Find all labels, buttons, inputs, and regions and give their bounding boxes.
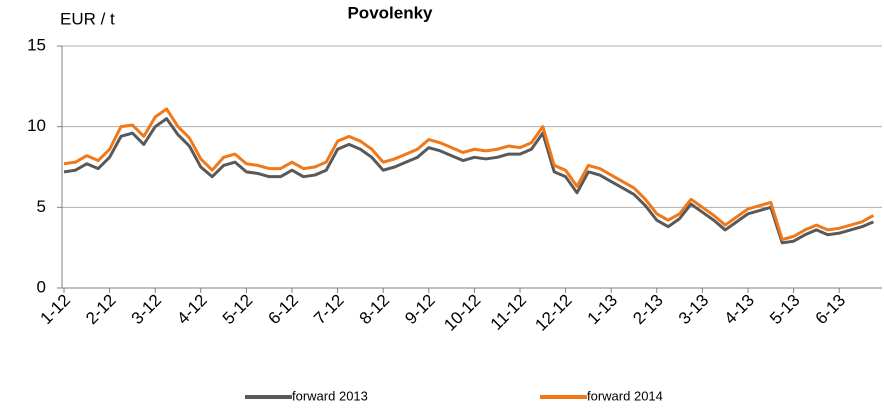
x-tick-label: 2-13 [629, 291, 666, 328]
x-tick-label: 2-12 [82, 291, 119, 328]
x-tick-label: 7-12 [310, 291, 347, 328]
legend-label: forward 2013 [292, 388, 368, 403]
y-axis-label: EUR / t [60, 9, 115, 28]
y-tick-label: 0 [37, 277, 46, 296]
x-tick-label: 11-12 [487, 291, 530, 334]
x-tick-label: 3-12 [128, 291, 165, 328]
y-tick-label: 5 [37, 197, 46, 216]
x-tick-label: 9-12 [401, 291, 438, 328]
y-tick-label: 10 [27, 116, 46, 135]
x-tick-label: 5-12 [219, 291, 256, 328]
x-tick-label: 3-13 [675, 291, 712, 328]
chart-title: Povolenky [347, 3, 433, 22]
x-tick-label: 5-13 [766, 291, 803, 328]
x-tick-label: 1-13 [584, 291, 621, 328]
y-tick-label: 15 [27, 35, 46, 54]
x-tick-label: 8-12 [356, 291, 393, 328]
series-line [63, 117, 874, 245]
series-line [63, 107, 875, 242]
x-tick-label: 10-12 [440, 291, 484, 335]
x-tick-label: 4-12 [173, 291, 210, 328]
x-tick-label: 12-12 [531, 291, 575, 335]
x-tick-label: 6-12 [265, 291, 302, 328]
x-tick-label: 6-13 [812, 291, 849, 328]
legend-label: forward 2014 [587, 388, 663, 403]
x-tick-label: 4-13 [721, 291, 758, 328]
